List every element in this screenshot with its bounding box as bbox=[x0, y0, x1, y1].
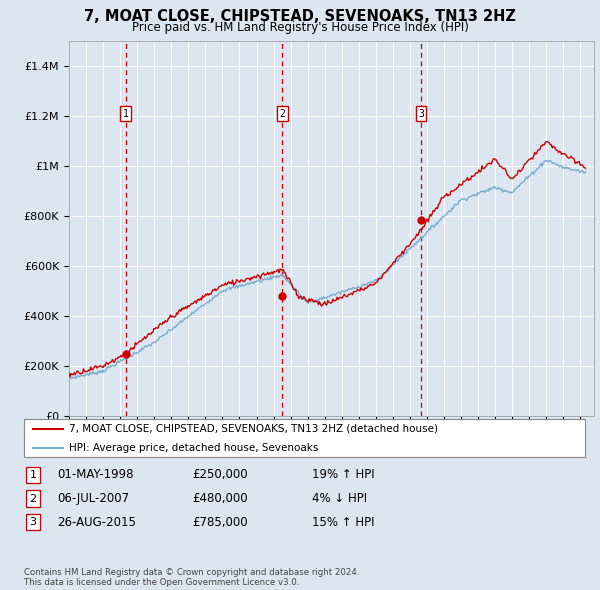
Point bbox=[416, 215, 426, 225]
Text: HPI: Average price, detached house, Sevenoaks: HPI: Average price, detached house, Seve… bbox=[69, 443, 319, 453]
Text: £250,000: £250,000 bbox=[192, 468, 248, 481]
Text: 1: 1 bbox=[29, 470, 37, 480]
Text: 3: 3 bbox=[418, 109, 424, 119]
Text: Price paid vs. HM Land Registry's House Price Index (HPI): Price paid vs. HM Land Registry's House … bbox=[131, 21, 469, 34]
Point bbox=[121, 349, 131, 358]
Text: 1: 1 bbox=[123, 109, 128, 119]
Text: Contains HM Land Registry data © Crown copyright and database right 2024.
This d: Contains HM Land Registry data © Crown c… bbox=[24, 568, 359, 587]
Text: 19% ↑ HPI: 19% ↑ HPI bbox=[312, 468, 374, 481]
Text: 01-MAY-1998: 01-MAY-1998 bbox=[57, 468, 133, 481]
Text: 26-AUG-2015: 26-AUG-2015 bbox=[57, 516, 136, 529]
Text: 4% ↓ HPI: 4% ↓ HPI bbox=[312, 492, 367, 505]
Text: 7, MOAT CLOSE, CHIPSTEAD, SEVENOAKS, TN13 2HZ (detached house): 7, MOAT CLOSE, CHIPSTEAD, SEVENOAKS, TN1… bbox=[69, 424, 438, 434]
Point bbox=[278, 291, 287, 301]
Text: 7, MOAT CLOSE, CHIPSTEAD, SEVENOAKS, TN13 2HZ: 7, MOAT CLOSE, CHIPSTEAD, SEVENOAKS, TN1… bbox=[84, 9, 516, 24]
Text: 3: 3 bbox=[29, 517, 37, 527]
Text: 06-JUL-2007: 06-JUL-2007 bbox=[57, 492, 129, 505]
Text: £785,000: £785,000 bbox=[192, 516, 248, 529]
Text: 15% ↑ HPI: 15% ↑ HPI bbox=[312, 516, 374, 529]
Text: 2: 2 bbox=[280, 109, 286, 119]
Text: 2: 2 bbox=[29, 494, 37, 503]
Text: £480,000: £480,000 bbox=[192, 492, 248, 505]
